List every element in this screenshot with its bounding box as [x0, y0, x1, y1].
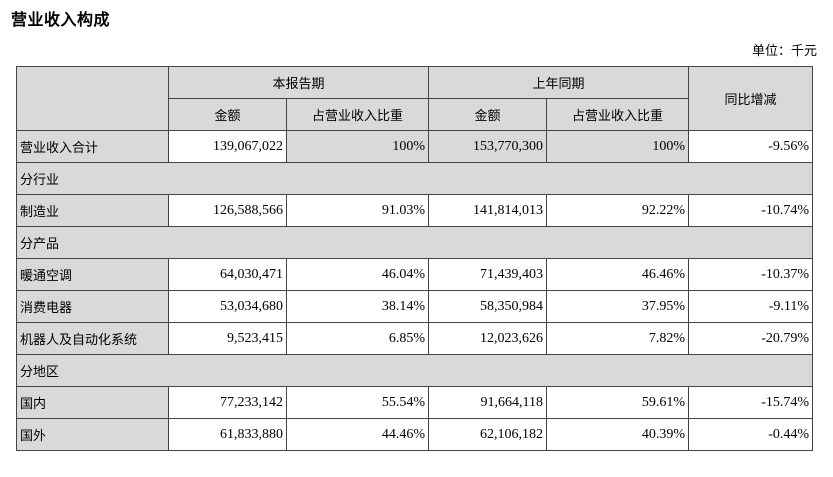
current-amount-cell: 139,067,022 [168, 130, 287, 163]
row-label: 消费电器 [16, 290, 169, 323]
current-share-cell: 6.85% [285, 322, 430, 355]
prior-amount-cell: 71,439,403 [428, 258, 548, 291]
yoy-cell: -0.44% [688, 418, 814, 451]
current-share-cell: 44.46% [285, 418, 430, 451]
header-current-period: 本报告期 [167, 66, 430, 99]
prior-amount-cell: 62,106,182 [428, 418, 548, 451]
total-row: 营业收入合计 139,067,022 100% 153,770,300 100%… [16, 130, 814, 163]
yoy-cell: -9.56% [688, 130, 814, 163]
current-amount-cell: 53,034,680 [168, 290, 287, 323]
header-blank-cell [16, 66, 169, 131]
current-share-cell: 55.54% [285, 386, 430, 419]
prior-share-cell: 46.46% [546, 258, 690, 291]
section-row-region: 分地区 [15, 354, 814, 387]
table-row: 消费电器 53,034,680 38.14% 58,350,984 37.95%… [16, 290, 814, 323]
section-label: 分产品 [15, 226, 814, 259]
prior-share-cell: 92.22% [546, 194, 690, 227]
current-amount-cell: 64,030,471 [168, 258, 287, 291]
current-amount-cell: 61,833,880 [168, 418, 287, 451]
current-amount-cell: 126,588,566 [168, 194, 287, 227]
header-prior-share: 占营业收入比重 [546, 98, 690, 131]
prior-share-cell: 7.82% [546, 322, 690, 355]
section-label: 分地区 [15, 354, 814, 387]
row-label: 国内 [16, 386, 169, 419]
current-amount-cell: 9,523,415 [168, 322, 287, 355]
current-share-cell: 38.14% [285, 290, 430, 323]
header-row-sub: 金额 占营业收入比重 金额 占营业收入比重 [17, 98, 813, 131]
prior-share-cell: 37.95% [546, 290, 690, 323]
prior-amount-cell: 58,350,984 [428, 290, 548, 323]
yoy-cell: -9.11% [688, 290, 814, 323]
row-label: 营业收入合计 [16, 130, 169, 163]
table-row: 暖通空调 64,030,471 46.04% 71,439,403 46.46%… [16, 258, 814, 291]
header-current-amount: 金额 [168, 98, 287, 131]
table-row: 国外 61,833,880 44.46% 62,106,182 40.39% -… [16, 418, 814, 451]
prior-amount-cell: 91,664,118 [428, 386, 548, 419]
yoy-cell: -10.37% [688, 258, 814, 291]
section-row-industry: 分行业 [15, 162, 814, 195]
section-row-product: 分产品 [15, 226, 814, 259]
prior-share-cell: 40.39% [546, 418, 690, 451]
unit-label: 单位：千元 [751, 44, 817, 59]
page-title: 营业收入构成 [11, 10, 111, 29]
section-label: 分行业 [15, 162, 814, 195]
prior-share-cell: 100% [546, 130, 690, 163]
current-share-cell: 46.04% [285, 258, 430, 291]
prior-amount-cell: 153,770,300 [428, 130, 548, 163]
row-label: 机器人及自动化系统 [16, 322, 169, 355]
table-row: 国内 77,233,142 55.54% 91,664,118 59.61% -… [16, 386, 814, 419]
revenue-table: 本报告期 上年同期 同比增减 金额 占营业收入比重 金额 占营业收入比重 营业收… [15, 66, 814, 451]
table-row: 制造业 126,588,566 91.03% 141,814,013 92.22… [16, 194, 814, 227]
header-row-top: 本报告期 上年同期 同比增减 [16, 66, 814, 131]
header-current-share: 占营业收入比重 [285, 98, 430, 131]
prior-amount-cell: 12,023,626 [428, 322, 548, 355]
yoy-cell: -20.79% [688, 322, 814, 355]
yoy-cell: -10.74% [688, 194, 814, 227]
current-share-cell: 91.03% [285, 194, 430, 227]
prior-amount-cell: 141,814,013 [428, 194, 548, 227]
table-row: 机器人及自动化系统 9,523,415 6.85% 12,023,626 7.8… [16, 322, 814, 355]
row-label: 暖通空调 [16, 258, 169, 291]
row-label: 制造业 [16, 194, 169, 227]
yoy-cell: -15.74% [688, 386, 814, 419]
prior-share-cell: 59.61% [546, 386, 690, 419]
row-label: 国外 [16, 418, 169, 451]
header-prior-period: 上年同期 [428, 66, 690, 99]
current-amount-cell: 77,233,142 [168, 386, 287, 419]
header-prior-amount: 金额 [428, 98, 548, 131]
header-yoy: 同比增减 [688, 66, 814, 131]
current-share-cell: 100% [285, 130, 430, 163]
